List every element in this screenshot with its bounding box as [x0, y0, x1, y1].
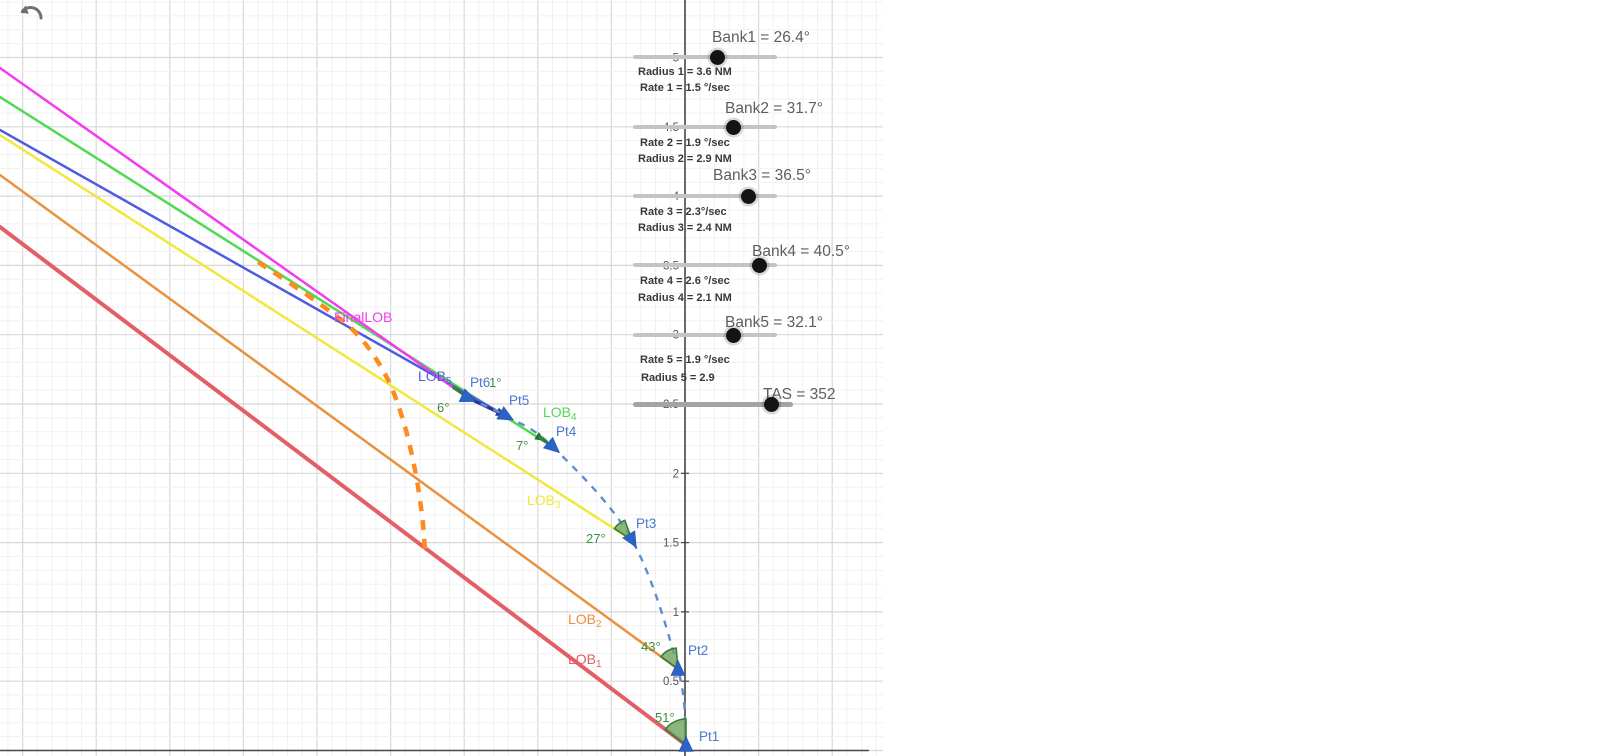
- slider-track-bank1[interactable]: [633, 55, 777, 59]
- lob3-line[interactable]: [0, 133, 634, 542]
- slider-label-bank2: Bank2 = 31.7°: [725, 100, 823, 117]
- y-tick-label: 1: [673, 607, 679, 619]
- lob1-line[interactable]: [0, 225, 688, 747]
- lob5-line[interactable]: [0, 128, 508, 418]
- label-subscript: 1: [596, 659, 602, 670]
- value-readout: Rate 5 = 1.9 °/sec: [640, 354, 730, 366]
- lob1-label: LOB1: [568, 651, 602, 670]
- slider-label-bank5: Bank5 = 32.1°: [725, 314, 823, 331]
- label-text: LOB: [418, 368, 446, 384]
- angle-wedge-pt2: [659, 647, 679, 671]
- slider-label-bank3: Bank3 = 36.5°: [713, 167, 811, 184]
- angle-label: 6°: [437, 400, 449, 415]
- lob2-label: LOB2: [568, 611, 602, 630]
- angle-label: 7°: [516, 438, 528, 453]
- label-subscript: 2: [596, 619, 602, 630]
- angle-label: 27°: [586, 531, 606, 546]
- value-readout: Radius 1 = 3.6 NM: [638, 66, 732, 78]
- lob3-label: LOB3: [527, 492, 561, 511]
- slider-knob-bank5[interactable]: [725, 327, 741, 343]
- angle-label: 43°: [641, 639, 661, 654]
- label-subscript: 5: [446, 376, 452, 387]
- slider-track-bank4[interactable]: [633, 263, 777, 267]
- slider-track-bank5[interactable]: [633, 333, 777, 337]
- slider-knob-bank4[interactable]: [751, 257, 767, 273]
- slider-knob-bank2[interactable]: [725, 119, 741, 135]
- slider-label-bank4: Bank4 = 40.5°: [752, 243, 850, 260]
- point-pt3[interactable]: [622, 530, 643, 551]
- finallob-label: FinalLOB: [334, 309, 392, 325]
- value-readout: Rate 1 = 1.5 °/sec: [640, 82, 730, 94]
- angle-label: 51°: [655, 710, 675, 725]
- point-label-pt6: Pt6: [470, 375, 490, 390]
- slider-track-tas[interactable]: [633, 401, 793, 407]
- point-label-pt1: Pt1: [699, 729, 719, 744]
- point-pt5[interactable]: [496, 406, 517, 427]
- value-readout: Rate 3 = 2.3°/sec: [640, 206, 727, 218]
- finallob-line[interactable]: [0, 66, 470, 400]
- label-subscript: 3: [555, 500, 561, 511]
- label-subscript: 4: [571, 412, 577, 423]
- value-readout: Radius 2 = 2.9 NM: [638, 153, 732, 165]
- turn-arc-curve[interactable]: [256, 260, 428, 551]
- label-text: LOB: [568, 611, 596, 627]
- lob4-label: LOB4: [543, 404, 577, 423]
- label-text: LOB: [543, 404, 571, 420]
- slider-knob-bank3[interactable]: [740, 188, 756, 204]
- slider-knob-bank1[interactable]: [709, 49, 725, 65]
- point-pt6[interactable]: [458, 388, 479, 408]
- value-readout: Radius 3 = 2.4 NM: [638, 222, 732, 234]
- angle-label: 1°: [489, 375, 501, 390]
- y-tick-label: 0.5: [663, 676, 679, 688]
- point-label-pt2: Pt2: [688, 643, 708, 658]
- value-readout: Rate 2 = 1.9 °/sec: [640, 137, 730, 149]
- slider-track-bank2[interactable]: [633, 125, 777, 129]
- slider-label-tas: TAS = 352: [763, 386, 836, 403]
- lob2-line[interactable]: [0, 173, 680, 671]
- label-text: LOB: [527, 492, 555, 508]
- slider-knob-tas[interactable]: [763, 396, 779, 412]
- undo-arrow-icon: [20, 5, 43, 19]
- label-text: FinalLOB: [334, 309, 392, 325]
- flight-path-curve[interactable]: [467, 396, 688, 746]
- slider-label-bank1: Bank1 = 26.4°: [712, 29, 810, 46]
- lob5-label: LOB5: [418, 368, 452, 387]
- point-pt4[interactable]: [542, 436, 565, 457]
- y-tick-label: 1.5: [663, 538, 679, 550]
- undo-icon[interactable]: [10, 2, 48, 26]
- point-label-pt4: Pt4: [556, 424, 577, 439]
- point-label-pt3: Pt3: [636, 516, 656, 531]
- value-readout: Radius 5 = 2.9: [641, 372, 715, 384]
- point-label-pt5: Pt5: [509, 393, 529, 408]
- slider-track-bank3[interactable]: [633, 194, 777, 198]
- point-pt2[interactable]: [670, 659, 686, 676]
- value-readout: Radius 4 = 2.1 NM: [638, 292, 732, 304]
- graph-view: 54.543.532.521.510.5Pt1Pt2Pt3Pt4Pt5Pt651…: [0, 0, 883, 756]
- label-text: LOB: [568, 651, 596, 667]
- y-tick-label: 2: [673, 468, 679, 480]
- value-readout: Rate 4 = 2.6 °/sec: [640, 275, 730, 287]
- point-pt1[interactable]: [678, 735, 694, 752]
- angle-wedge-pt1: [664, 718, 687, 747]
